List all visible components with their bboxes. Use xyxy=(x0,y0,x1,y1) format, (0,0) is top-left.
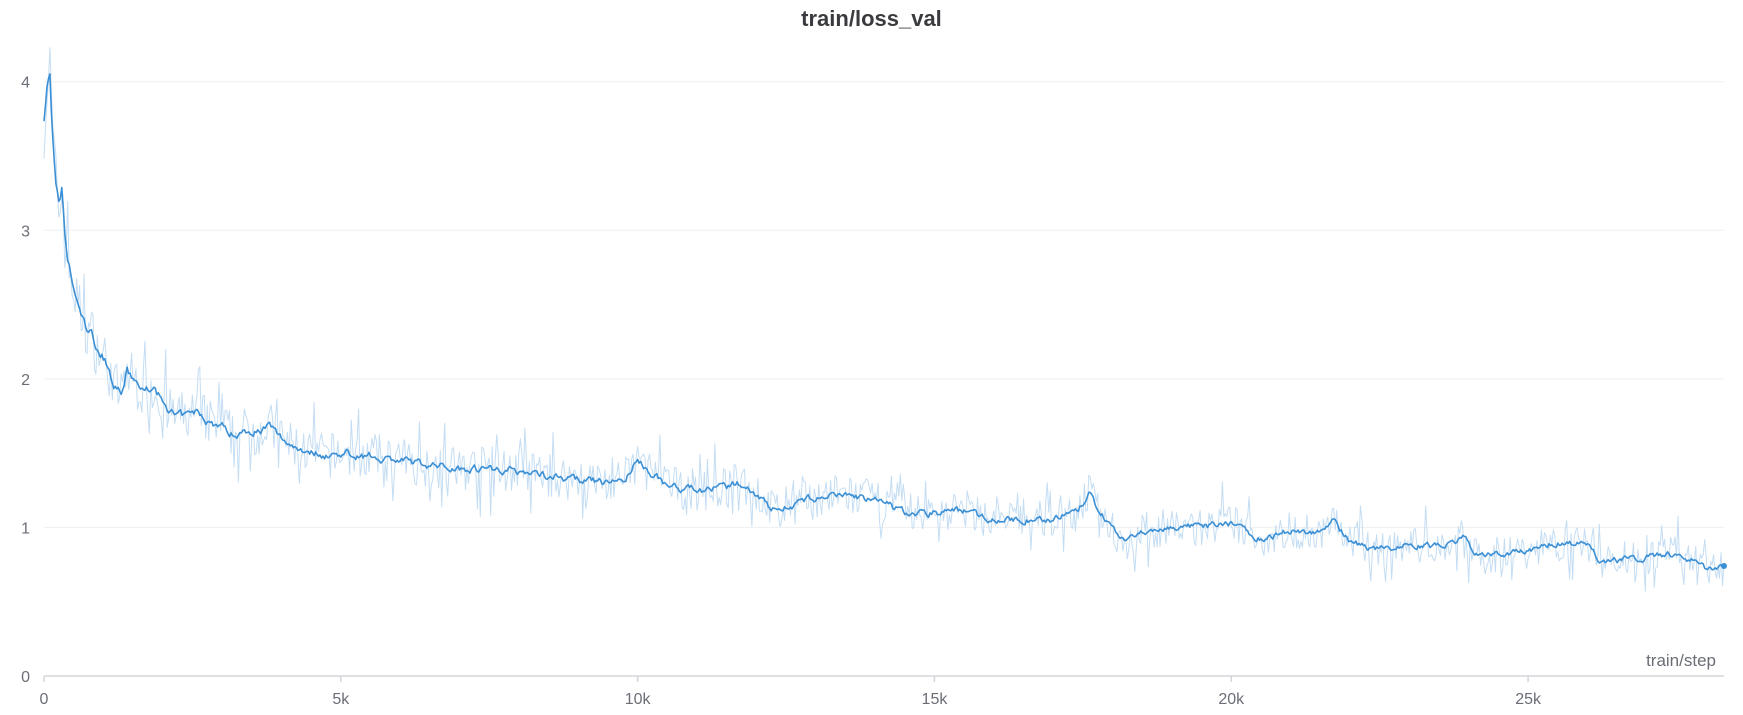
series-end-point xyxy=(1721,563,1727,570)
smoothed-series xyxy=(43,73,1727,571)
raw-series xyxy=(43,47,1725,592)
x-tick-label: 25k xyxy=(1515,691,1542,708)
axes: 0 1 2 3 4 0 5k 10k 15k 20k 25k xyxy=(21,75,1724,708)
chart-title: train/loss_val xyxy=(801,6,942,31)
y-tick-label: 4 xyxy=(21,75,30,92)
x-tick-label: 15k xyxy=(922,691,949,708)
y-tick-label: 0 xyxy=(21,669,30,686)
y-tick-label: 3 xyxy=(21,223,30,240)
x-tick-label: 0 xyxy=(40,691,49,708)
y-tick-label: 1 xyxy=(21,520,30,537)
grid-lines xyxy=(44,81,1724,528)
x-axis-label: train/step xyxy=(1646,651,1716,670)
series-line xyxy=(43,73,1725,571)
x-tick-label: 10k xyxy=(625,691,652,708)
y-tick-label: 2 xyxy=(21,372,30,389)
raw-series-line xyxy=(43,47,1725,592)
x-tick-label: 20k xyxy=(1218,691,1245,708)
x-tick-label: 5k xyxy=(332,691,350,708)
